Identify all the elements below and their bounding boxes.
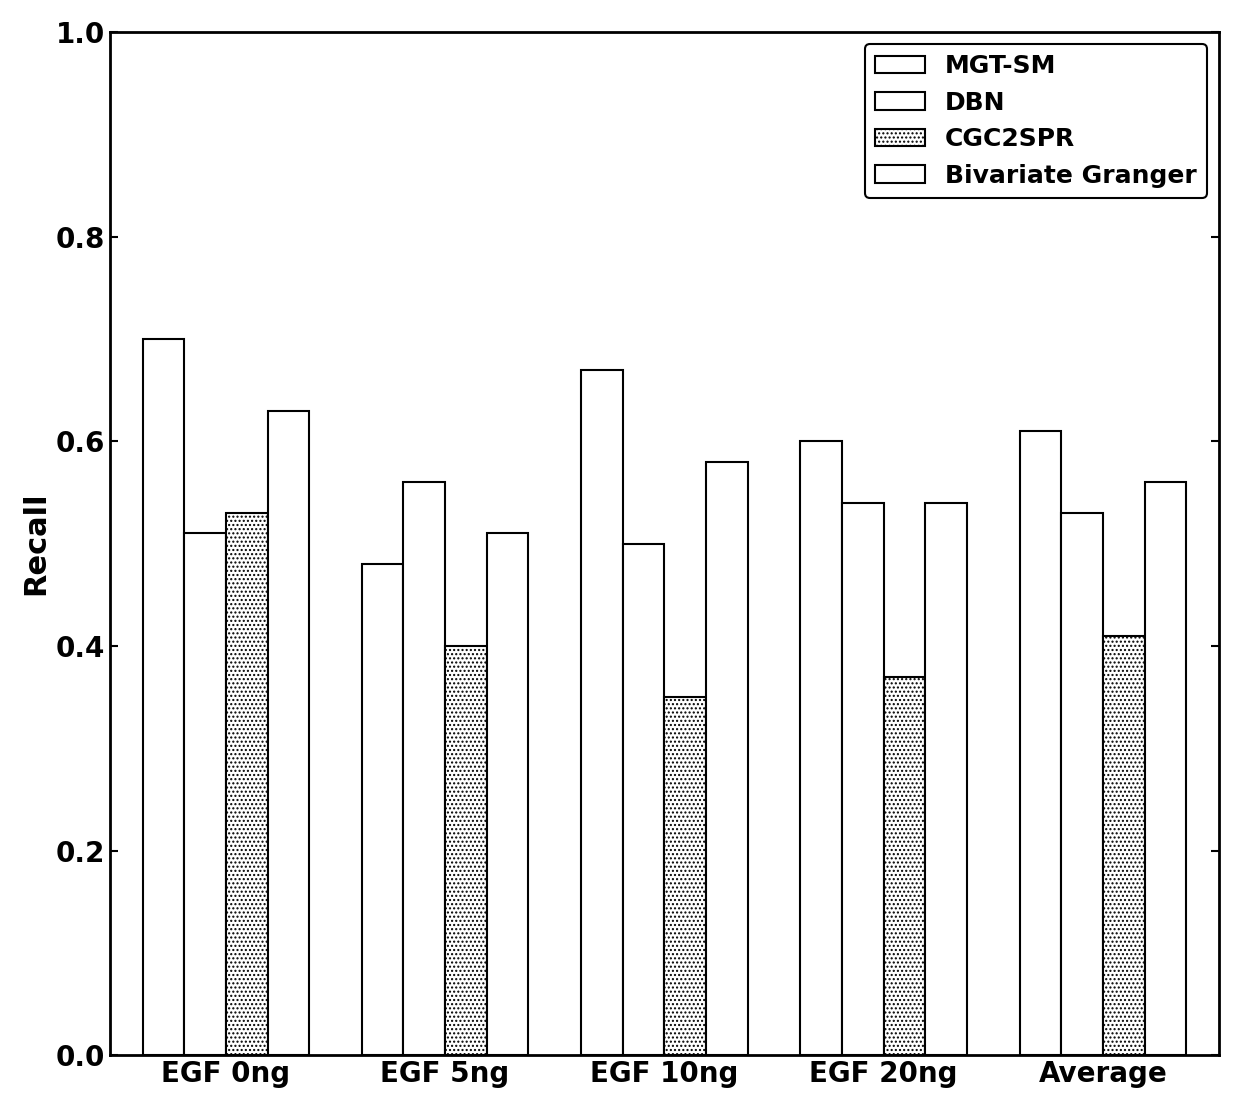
Bar bbox=[665, 698, 706, 1056]
Bar bbox=[706, 461, 748, 1056]
Bar bbox=[582, 369, 622, 1056]
Bar bbox=[884, 676, 925, 1056]
Bar bbox=[268, 410, 309, 1056]
Bar bbox=[226, 512, 268, 1056]
Bar bbox=[925, 502, 967, 1056]
Bar bbox=[1061, 512, 1102, 1056]
Bar bbox=[1019, 431, 1061, 1056]
Y-axis label: Recall: Recall bbox=[21, 491, 50, 596]
Bar bbox=[445, 645, 487, 1056]
Bar bbox=[800, 441, 842, 1056]
Bar bbox=[622, 543, 665, 1056]
Bar bbox=[1102, 635, 1145, 1056]
Bar bbox=[362, 564, 403, 1056]
Bar bbox=[185, 533, 226, 1056]
Bar bbox=[403, 482, 445, 1056]
Bar bbox=[842, 502, 884, 1056]
Legend: MGT-SM, DBN, CGC2SPR, Bivariate Granger: MGT-SM, DBN, CGC2SPR, Bivariate Granger bbox=[866, 44, 1207, 197]
Bar bbox=[487, 533, 528, 1056]
Bar bbox=[1145, 482, 1187, 1056]
Bar bbox=[143, 339, 185, 1056]
